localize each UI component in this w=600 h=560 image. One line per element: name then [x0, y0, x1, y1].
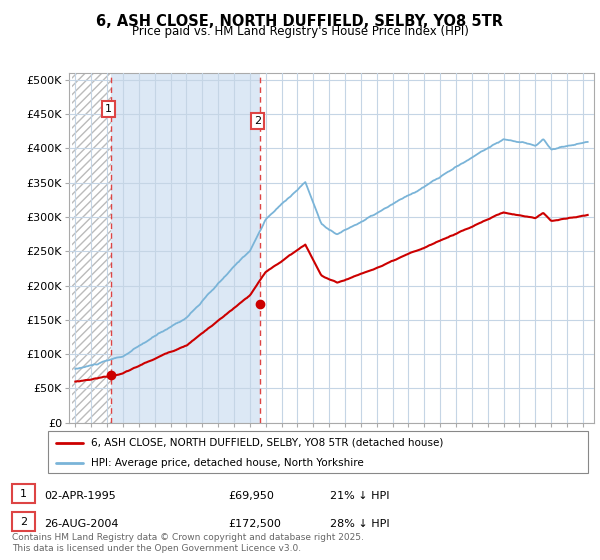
Text: Contains HM Land Registry data © Crown copyright and database right 2025.
This d: Contains HM Land Registry data © Crown c…: [12, 533, 364, 553]
Bar: [111, 73, 260, 423]
Text: £69,950: £69,950: [228, 491, 274, 501]
Text: 2: 2: [254, 116, 262, 126]
Text: 6, ASH CLOSE, NORTH DUFFIELD, SELBY, YO8 5TR: 6, ASH CLOSE, NORTH DUFFIELD, SELBY, YO8…: [97, 14, 503, 29]
Text: HPI: Average price, detached house, North Yorkshire: HPI: Average price, detached house, Nort…: [91, 458, 364, 468]
Text: 1: 1: [20, 489, 27, 498]
Text: 1: 1: [105, 104, 112, 114]
Text: 26-AUG-2004: 26-AUG-2004: [44, 519, 118, 529]
Text: Price paid vs. HM Land Registry's House Price Index (HPI): Price paid vs. HM Land Registry's House …: [131, 25, 469, 38]
Text: £172,500: £172,500: [228, 519, 281, 529]
Text: 2: 2: [20, 517, 27, 526]
Text: 28% ↓ HPI: 28% ↓ HPI: [330, 519, 389, 529]
Bar: [72, 73, 111, 423]
Bar: [260, 73, 591, 423]
Text: 6, ASH CLOSE, NORTH DUFFIELD, SELBY, YO8 5TR (detached house): 6, ASH CLOSE, NORTH DUFFIELD, SELBY, YO8…: [91, 438, 443, 448]
Bar: [72, 73, 111, 423]
Text: 02-APR-1995: 02-APR-1995: [44, 491, 116, 501]
Text: 21% ↓ HPI: 21% ↓ HPI: [330, 491, 389, 501]
